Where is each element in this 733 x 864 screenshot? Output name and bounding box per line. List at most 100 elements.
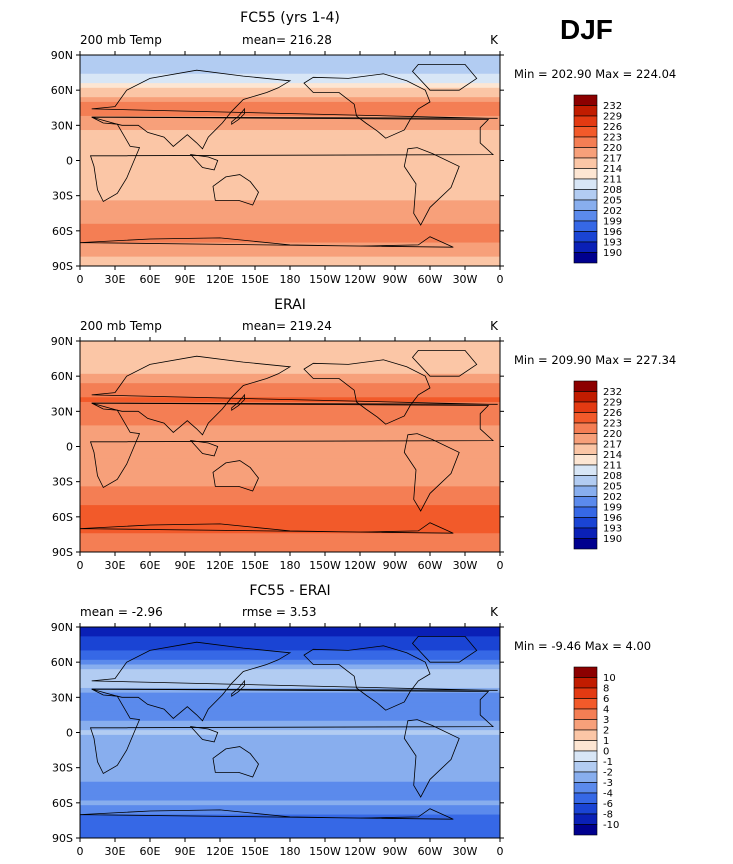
coastline xyxy=(91,69,498,150)
colorbar-swatch xyxy=(573,698,598,710)
colorbar-label: 232 xyxy=(603,387,622,398)
map-band xyxy=(80,472,500,478)
map-band xyxy=(80,476,500,483)
colorbar-swatch xyxy=(573,506,598,518)
lat-tick-label: 90S xyxy=(52,546,73,559)
lon-tick-label: 90E xyxy=(175,273,196,286)
map-band xyxy=(80,781,500,788)
lon-tick-label: 150W xyxy=(309,559,341,572)
lat-tick-label: 90N xyxy=(51,49,73,62)
panel-title: ERAI xyxy=(274,297,306,313)
panel-left-label: mean = -2.96 xyxy=(80,605,163,619)
lon-tick-label: 150W xyxy=(309,845,341,858)
colorbar-swatch xyxy=(573,157,598,169)
map-band xyxy=(80,758,500,764)
colorbar-label: 229 xyxy=(603,112,622,123)
panel-left-label: 200 mb Temp xyxy=(80,33,162,47)
map-band xyxy=(80,153,500,159)
map-band xyxy=(80,509,500,516)
map-band xyxy=(80,83,500,89)
map-band xyxy=(80,59,500,65)
lon-tick-label: 30E xyxy=(105,273,126,286)
map-band xyxy=(80,730,500,736)
map-band xyxy=(80,519,500,525)
map-band xyxy=(80,716,500,722)
map-band xyxy=(80,659,500,666)
lat-tick-label: 60S xyxy=(52,511,73,524)
lon-tick-label: 30E xyxy=(105,845,126,858)
map-band xyxy=(80,448,500,455)
lon-tick-label: 60W xyxy=(418,273,443,286)
colorbar-swatch xyxy=(573,433,598,445)
map-band xyxy=(80,387,500,394)
colorbar-label: 3 xyxy=(603,715,609,726)
colorbar-label: 217 xyxy=(603,154,622,165)
map-band xyxy=(80,641,500,647)
map-band xyxy=(80,720,500,727)
lon-tick-label: 30W xyxy=(453,273,478,286)
lon-tick-label: 180 xyxy=(280,559,301,572)
colorbar-swatch xyxy=(573,115,598,127)
colorbar-swatch xyxy=(573,750,598,762)
colorbar-swatch xyxy=(573,147,598,159)
map-band xyxy=(80,533,500,539)
panel-unit-label: K xyxy=(490,605,499,619)
panel-1: FC55 (yrs 1-4) 200 mb Temp mean= 216.28 K 90… xyxy=(51,10,676,286)
colorbar-swatch xyxy=(573,189,598,201)
panel-stats: Min = 202.90 Max = 224.04 xyxy=(514,67,676,81)
lat-tick-label: 90S xyxy=(52,260,73,273)
panel-center-label: mean= 219.24 xyxy=(242,319,332,333)
lat-tick-label: 60N xyxy=(51,656,73,669)
panel-left-label: 200 mb Temp xyxy=(80,319,162,333)
lon-tick-label: 60E xyxy=(140,845,161,858)
lat-tick-label: 30S xyxy=(52,190,73,203)
panel-stats: Min = 209.90 Max = 227.34 xyxy=(514,353,676,367)
colorbar-label: 4 xyxy=(603,705,609,716)
coastline xyxy=(80,522,454,552)
coastline xyxy=(411,349,478,377)
map-band xyxy=(80,669,500,675)
colorbar-swatch xyxy=(573,241,598,253)
lon-tick-label: 150E xyxy=(241,273,269,286)
map-band xyxy=(80,444,500,450)
coastline xyxy=(89,402,495,489)
colorbar-swatch xyxy=(573,168,598,180)
colorbar-label: 205 xyxy=(603,482,622,493)
map-band xyxy=(80,237,500,244)
map-band xyxy=(80,439,500,445)
colorbar-swatch xyxy=(573,391,598,403)
map-band xyxy=(80,739,500,745)
colorbar-label: 229 xyxy=(603,398,622,409)
colorbar-label: -3 xyxy=(603,778,613,789)
lon-tick-label: 0 xyxy=(77,273,84,286)
panel-unit-label: K xyxy=(490,319,499,333)
colorbar-swatch xyxy=(573,105,598,117)
map-band xyxy=(80,359,500,366)
map-band xyxy=(80,434,500,441)
map-band xyxy=(80,214,500,220)
colorbar-swatch xyxy=(573,824,598,836)
map-band xyxy=(80,92,500,98)
coastline xyxy=(403,433,460,512)
colorbar-label: 6 xyxy=(603,694,609,705)
panel-2: ERAI 200 mb Temp mean= 219.24 K 90N 60N 30N 0 30… xyxy=(51,297,676,572)
coastline xyxy=(189,440,219,457)
colorbar-swatch xyxy=(573,496,598,508)
coastline xyxy=(91,641,498,722)
panel-center-label: rmse = 3.53 xyxy=(242,605,316,619)
map-band xyxy=(80,73,500,80)
colorbar-label: 223 xyxy=(603,133,622,144)
coastline xyxy=(303,645,431,711)
map-band xyxy=(80,777,500,783)
map-band xyxy=(80,547,500,552)
coastline xyxy=(91,355,498,436)
colorbar-swatch xyxy=(573,687,598,699)
map-band xyxy=(80,823,500,830)
coastline xyxy=(411,636,478,663)
map-band xyxy=(80,462,500,469)
map-band xyxy=(80,256,500,262)
lon-tick-label: 30W xyxy=(453,559,478,572)
lon-tick-label: 120W xyxy=(344,559,376,572)
